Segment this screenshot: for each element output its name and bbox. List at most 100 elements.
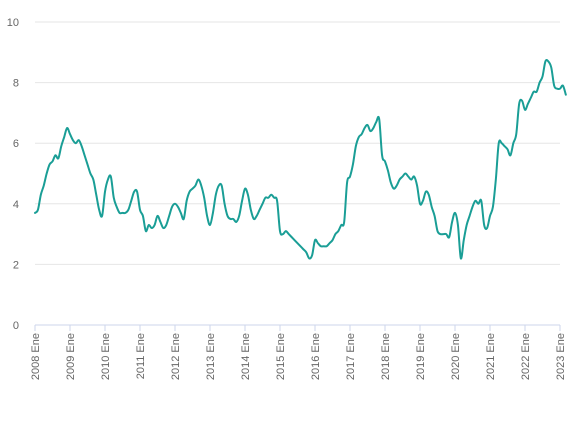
data-point: [141, 214, 145, 218]
x-tick-label: 2013 Ene: [205, 333, 217, 380]
data-point: [237, 214, 241, 218]
data-point: [161, 226, 165, 230]
data-point: [88, 172, 92, 176]
data-point: [106, 178, 110, 182]
data-point: [462, 238, 466, 242]
data-point: [123, 211, 127, 215]
data-point: [115, 205, 119, 209]
data-point: [211, 211, 215, 215]
data-point: [447, 235, 451, 239]
data-point: [97, 208, 101, 212]
data-point: [459, 256, 463, 260]
data-point: [494, 178, 498, 182]
x-tick-label: 2012 Ene: [170, 333, 182, 380]
y-tick-label: 4: [13, 199, 19, 211]
data-point: [345, 181, 349, 185]
data-point: [33, 211, 37, 215]
data-point: [56, 156, 60, 160]
data-point: [153, 223, 157, 227]
x-tick-label: 2017 Ene: [345, 333, 357, 380]
data-point: [363, 126, 367, 130]
data-point: [552, 84, 556, 88]
data-point: [296, 241, 300, 245]
data-point: [91, 178, 95, 182]
data-point: [491, 205, 495, 209]
data-point: [196, 178, 200, 182]
data-point: [158, 220, 162, 224]
data-point: [290, 235, 294, 239]
data-point: [526, 102, 530, 106]
data-point: [456, 223, 460, 227]
data-point: [424, 190, 428, 194]
data-point: [348, 175, 352, 179]
data-point: [249, 208, 253, 212]
data-point: [392, 187, 396, 191]
data-point: [176, 205, 180, 209]
data-point: [307, 256, 311, 260]
data-point: [564, 93, 568, 97]
y-tick-label: 0: [13, 320, 19, 332]
data-point: [147, 223, 151, 227]
data-point: [503, 144, 507, 148]
data-point: [126, 208, 130, 212]
data-point: [453, 211, 457, 215]
data-point: [538, 81, 542, 85]
data-point: [409, 178, 413, 182]
data-point: [488, 214, 492, 218]
data-point: [421, 199, 425, 203]
data-point: [535, 90, 539, 94]
data-point: [86, 162, 90, 166]
grid-lines: [35, 21, 560, 265]
data-point: [272, 196, 276, 200]
data-point: [182, 217, 186, 221]
data-point: [226, 214, 230, 218]
x-axis: 2008 Ene 2009 Ene 2010 Ene 2011 Ene 2012 Ene…: [30, 325, 567, 380]
data-point: [310, 253, 314, 257]
x-tick-label: 2020 Ene: [450, 333, 462, 380]
data-point: [406, 175, 410, 179]
x-tick-label: 2018 Ene: [380, 333, 392, 380]
data-point: [529, 96, 533, 100]
data-point: [129, 199, 133, 203]
data-point: [258, 208, 262, 212]
data-point: [331, 238, 335, 242]
data-point: [53, 153, 57, 157]
data-point: [386, 168, 390, 172]
data-point: [275, 199, 279, 203]
x-tick-label: 2009 Ene: [65, 333, 77, 380]
data-point: [485, 226, 489, 230]
series-line: [34, 59, 567, 260]
data-point: [77, 138, 81, 142]
data-point: [368, 129, 372, 133]
data-point: [325, 244, 329, 248]
data-point: [220, 184, 224, 188]
data-point: [366, 123, 370, 127]
data-point: [377, 117, 381, 121]
data-point: [298, 244, 302, 248]
data-point: [520, 99, 524, 103]
data-point: [468, 214, 472, 218]
data-point: [398, 178, 402, 182]
data-point: [94, 193, 98, 197]
data-point: [45, 172, 49, 176]
data-point: [403, 172, 407, 176]
data-point: [68, 132, 72, 136]
data-point: [234, 220, 238, 224]
data-point: [301, 247, 305, 251]
data-point: [287, 232, 291, 236]
y-axis: 0 2 4 6 8 10: [7, 17, 19, 332]
data-point: [243, 187, 247, 191]
data-point: [549, 65, 553, 69]
data-point: [450, 220, 454, 224]
data-point: [383, 159, 387, 163]
data-point: [39, 193, 43, 197]
y-tick-label: 8: [13, 78, 19, 90]
data-points: [33, 59, 568, 260]
x-tick-label: 2014 Ene: [240, 333, 252, 380]
data-point: [444, 232, 448, 236]
x-tick-label: 2010 Ene: [100, 333, 112, 380]
data-point: [418, 202, 422, 206]
data-point: [191, 187, 195, 191]
data-point: [223, 202, 227, 206]
